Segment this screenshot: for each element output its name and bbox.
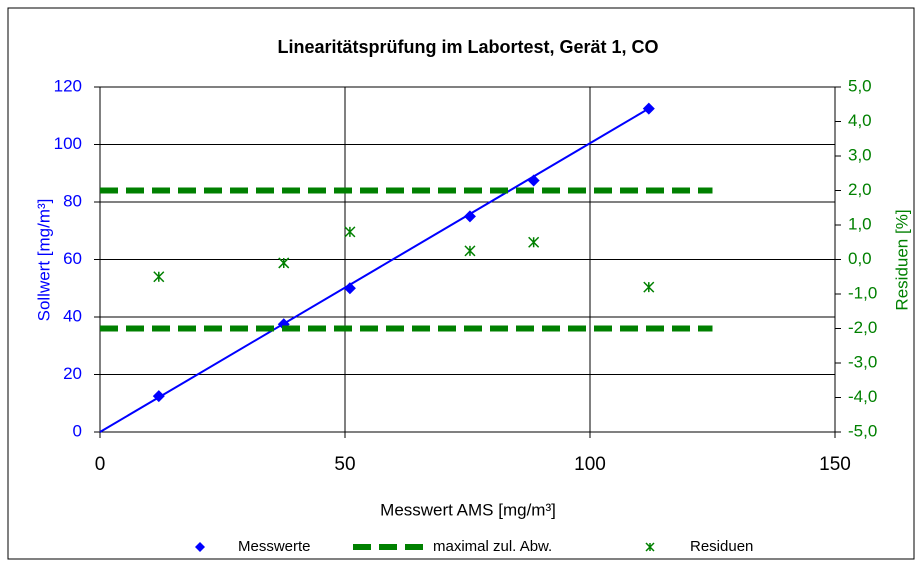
chart-border bbox=[7, 7, 915, 560]
point bbox=[643, 281, 655, 293]
y2-tick-label: -1,0 bbox=[848, 283, 877, 302]
point bbox=[278, 257, 290, 269]
y2-tick-label: 0,0 bbox=[848, 249, 872, 268]
x-tick-label: 0 bbox=[95, 454, 106, 475]
trendline bbox=[99, 107, 650, 433]
y2-tick-label: 2,0 bbox=[848, 180, 872, 199]
x-tick-label: 100 bbox=[574, 454, 606, 475]
y-tick-label: 20 bbox=[63, 364, 82, 383]
legend-marker bbox=[195, 542, 205, 552]
x-tick-label: 150 bbox=[819, 454, 851, 475]
y2-tick-label: 1,0 bbox=[848, 214, 872, 233]
point bbox=[153, 271, 165, 283]
y-tick-label: 120 bbox=[54, 76, 82, 95]
legend-label: Messwerte bbox=[238, 538, 311, 555]
y2-tick-label: -2,0 bbox=[848, 318, 877, 337]
point bbox=[528, 236, 540, 248]
point bbox=[152, 390, 165, 403]
chart-title: Linearitätsprüfung im Labortest, Gerät 1… bbox=[277, 37, 658, 57]
legend-marker bbox=[645, 542, 655, 552]
point bbox=[527, 174, 540, 187]
point bbox=[464, 245, 476, 257]
y2-tick-label: -3,0 bbox=[848, 352, 877, 371]
point bbox=[344, 226, 356, 238]
point bbox=[343, 282, 356, 295]
point bbox=[463, 210, 476, 223]
y2-tick-label: -4,0 bbox=[848, 387, 877, 406]
legend-label: Residuen bbox=[690, 538, 753, 555]
y-tick-label: 80 bbox=[63, 191, 82, 210]
legend-label: maximal zul. Abw. bbox=[433, 538, 552, 555]
y2-axis-label: Residuen [%] bbox=[892, 209, 911, 310]
x-axis-label: Messwert AMS [mg/m³] bbox=[380, 500, 556, 519]
y-tick-label: 100 bbox=[54, 134, 82, 153]
point bbox=[642, 102, 655, 115]
y-tick-label: 60 bbox=[63, 249, 82, 268]
y2-tick-label: 3,0 bbox=[848, 145, 872, 164]
y2-tick-label: -5,0 bbox=[848, 421, 877, 440]
y-tick-label: 40 bbox=[63, 306, 82, 325]
y2-tick-label: 5,0 bbox=[848, 76, 872, 95]
y2-tick-label: 4,0 bbox=[848, 111, 872, 130]
y-tick-label: 0 bbox=[73, 421, 82, 440]
x-tick-label: 50 bbox=[334, 454, 355, 475]
y-axis-label: Sollwert [mg/m³] bbox=[34, 199, 53, 322]
